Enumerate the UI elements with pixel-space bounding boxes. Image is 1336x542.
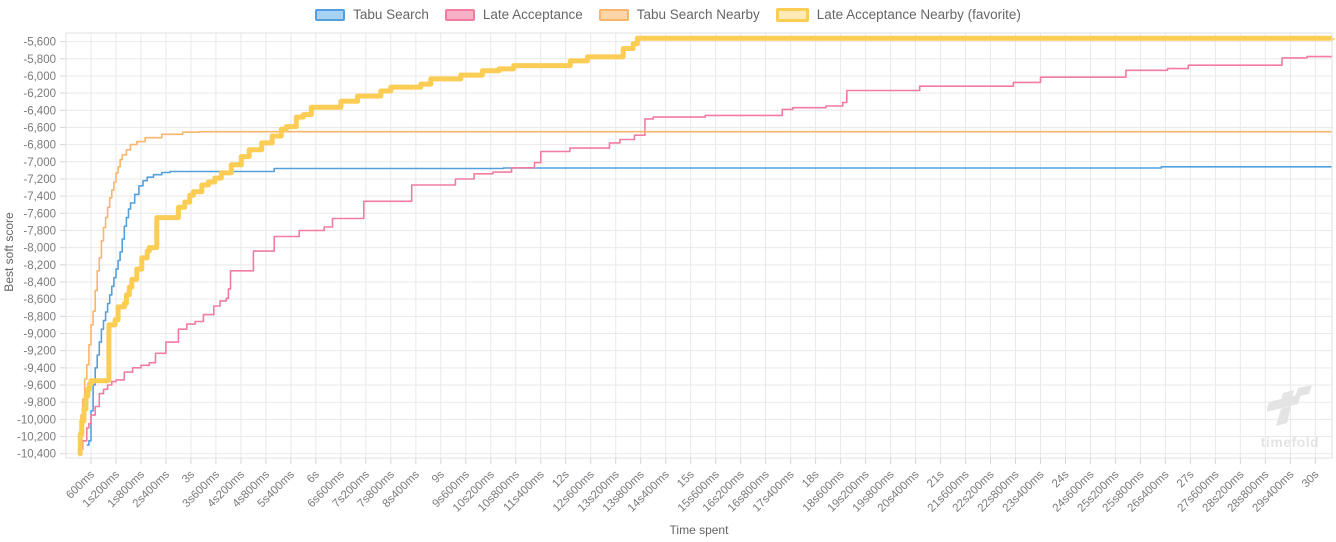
svg-text:-10,200: -10,200 (17, 432, 56, 444)
legend-label: Late Acceptance (482, 7, 583, 22)
data-series (77, 35, 1335, 457)
legend-item-0[interactable]: Tabu Search (315, 7, 429, 22)
series-line-2 (77, 130, 1332, 455)
svg-text:-6,800: -6,800 (23, 140, 56, 152)
legend-label: Tabu Search Nearby (636, 7, 760, 22)
svg-text:-8,200: -8,200 (23, 260, 56, 272)
svg-text:-9,600: -9,600 (23, 380, 56, 392)
svg-text:-7,600: -7,600 (23, 208, 56, 220)
series-line-3 (77, 35, 1335, 457)
series-line-1 (80, 55, 1333, 451)
legend-swatch (444, 8, 475, 21)
svg-text:-8,600: -8,600 (23, 294, 56, 306)
svg-text:-5,600: -5,600 (23, 37, 56, 49)
svg-text:-7,800: -7,800 (23, 225, 56, 237)
svg-text:-8,400: -8,400 (23, 277, 56, 289)
svg-text:-6,000: -6,000 (23, 71, 56, 83)
svg-text:-6,600: -6,600 (23, 122, 56, 134)
svg-text:-6,400: -6,400 (23, 105, 56, 117)
svg-text:-9,000: -9,000 (23, 329, 56, 341)
svg-text:3s: 3s (180, 468, 197, 485)
legend-swatch (775, 7, 809, 22)
svg-text:6s: 6s (305, 468, 322, 485)
svg-text:-9,400: -9,400 (23, 363, 56, 375)
svg-text:-9,200: -9,200 (23, 346, 56, 358)
svg-text:9s: 9s (430, 468, 447, 485)
series-line-0 (86, 166, 1332, 446)
svg-text:30s: 30s (1300, 468, 1322, 490)
axis-tick-labels: -5,600 -5,800 -6,000 -6,200 -6,400 -6,600 -6,8… (17, 37, 1322, 515)
legend-label: Late Acceptance Nearby (favorite) (816, 7, 1021, 22)
svg-text:-8,800: -8,800 (23, 311, 56, 323)
x-axis-title: Time spent (669, 523, 729, 537)
svg-text:-6,200: -6,200 (23, 88, 56, 100)
svg-text:-9,800: -9,800 (23, 397, 56, 409)
plot-border (65, 32, 1333, 459)
legend-label: Tabu Search (353, 7, 429, 22)
legend-item-1[interactable]: Late Acceptance (444, 7, 583, 22)
svg-text:-10,400: -10,400 (17, 449, 56, 461)
svg-text:-7,000: -7,000 (23, 157, 56, 169)
svg-text:-10,000: -10,000 (17, 414, 56, 426)
svg-text:-7,400: -7,400 (23, 191, 56, 203)
legend-item-2[interactable]: Tabu Search Nearby (598, 7, 760, 22)
svg-text:-8,000: -8,000 (23, 243, 56, 255)
legend-swatch (598, 8, 629, 21)
legend: Tabu Search Late Acceptance Tabu Search Ne… (0, 7, 1336, 22)
axis-ticks (60, 41, 1316, 464)
legend-swatch (315, 8, 346, 21)
gridlines (66, 33, 1332, 458)
y-axis-title: Best soft score (2, 212, 16, 292)
svg-text:-7,200: -7,200 (23, 174, 56, 186)
legend-item-3[interactable]: Late Acceptance Nearby (favorite) (775, 7, 1021, 22)
svg-text:-5,800: -5,800 (23, 54, 56, 66)
